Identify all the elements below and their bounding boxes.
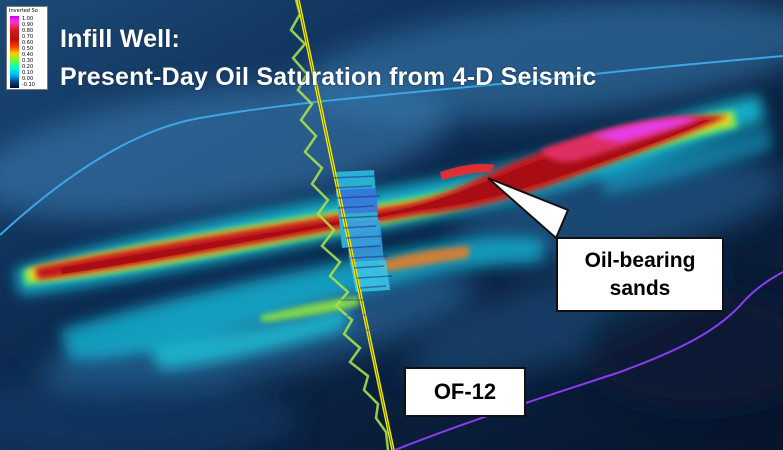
legend-tick: 0.90	[22, 22, 34, 28]
legend-tick: 0.20	[22, 64, 34, 70]
legend-title: Inverted So	[9, 8, 38, 14]
legend-tick: 1.00	[22, 16, 34, 22]
legend-tick: 0.30	[22, 58, 34, 64]
legend-tick: 0.10	[22, 70, 34, 76]
oil-callout-label: Oil-bearing sands	[584, 249, 696, 300]
legend-tick: 0.70	[22, 34, 34, 40]
legend-tick: 0.80	[22, 28, 34, 34]
oil-body	[35, 115, 728, 280]
title-line-1: Infill Well:	[60, 25, 180, 53]
well-trajectory	[289, 0, 395, 450]
legend-tick: 0.60	[22, 40, 34, 46]
callout-pointer	[487, 177, 570, 240]
oil-bearing-sands-callout: Oil-bearing sands	[556, 237, 724, 312]
upper-horizon-line	[0, 55, 783, 236]
legend-tick: 0.40	[22, 52, 34, 58]
legend-tick: 0.50	[22, 46, 34, 52]
well-name-callout: OF-12	[404, 367, 526, 417]
legend-tick: -0.10	[22, 82, 35, 88]
title-line-2: Present-Day Oil Saturation from 4-D Seis…	[60, 63, 597, 91]
color-scale-legend: Inverted So 1.00 0.90 0.80 0.70 0.60 0.5…	[6, 6, 48, 90]
legend-color-bar	[10, 16, 19, 88]
legend-tick: 0.00	[22, 76, 34, 82]
